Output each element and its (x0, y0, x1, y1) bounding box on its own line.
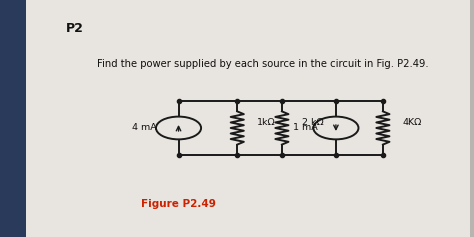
Text: Figure P2.49: Figure P2.49 (141, 199, 216, 209)
Text: 2 kΩ: 2 kΩ (301, 118, 323, 127)
Text: 4KΩ: 4KΩ (402, 118, 422, 127)
Text: 4 mA: 4 mA (132, 123, 157, 132)
Circle shape (313, 117, 358, 139)
FancyBboxPatch shape (26, 0, 470, 237)
Text: Find the power supplied by each source in the circuit in Fig. P2.49.: Find the power supplied by each source i… (97, 59, 429, 69)
Text: P2: P2 (66, 22, 83, 35)
FancyBboxPatch shape (0, 0, 26, 237)
Circle shape (156, 117, 201, 139)
Text: 1kΩ: 1kΩ (257, 118, 276, 127)
Text: 1 mA: 1 mA (293, 123, 318, 132)
